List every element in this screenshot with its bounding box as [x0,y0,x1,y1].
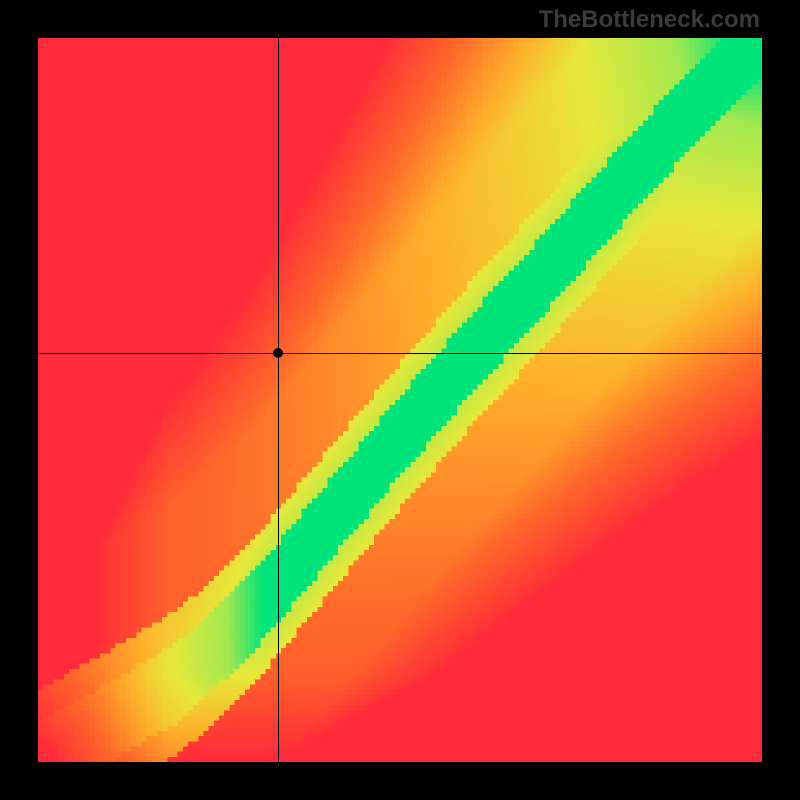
marker-dot [273,348,283,358]
crosshair-horizontal [38,353,762,354]
crosshair-vertical [278,38,279,762]
watermark-text: TheBottleneck.com [539,6,760,34]
plot-area [38,38,762,762]
heatmap-canvas [38,38,762,762]
